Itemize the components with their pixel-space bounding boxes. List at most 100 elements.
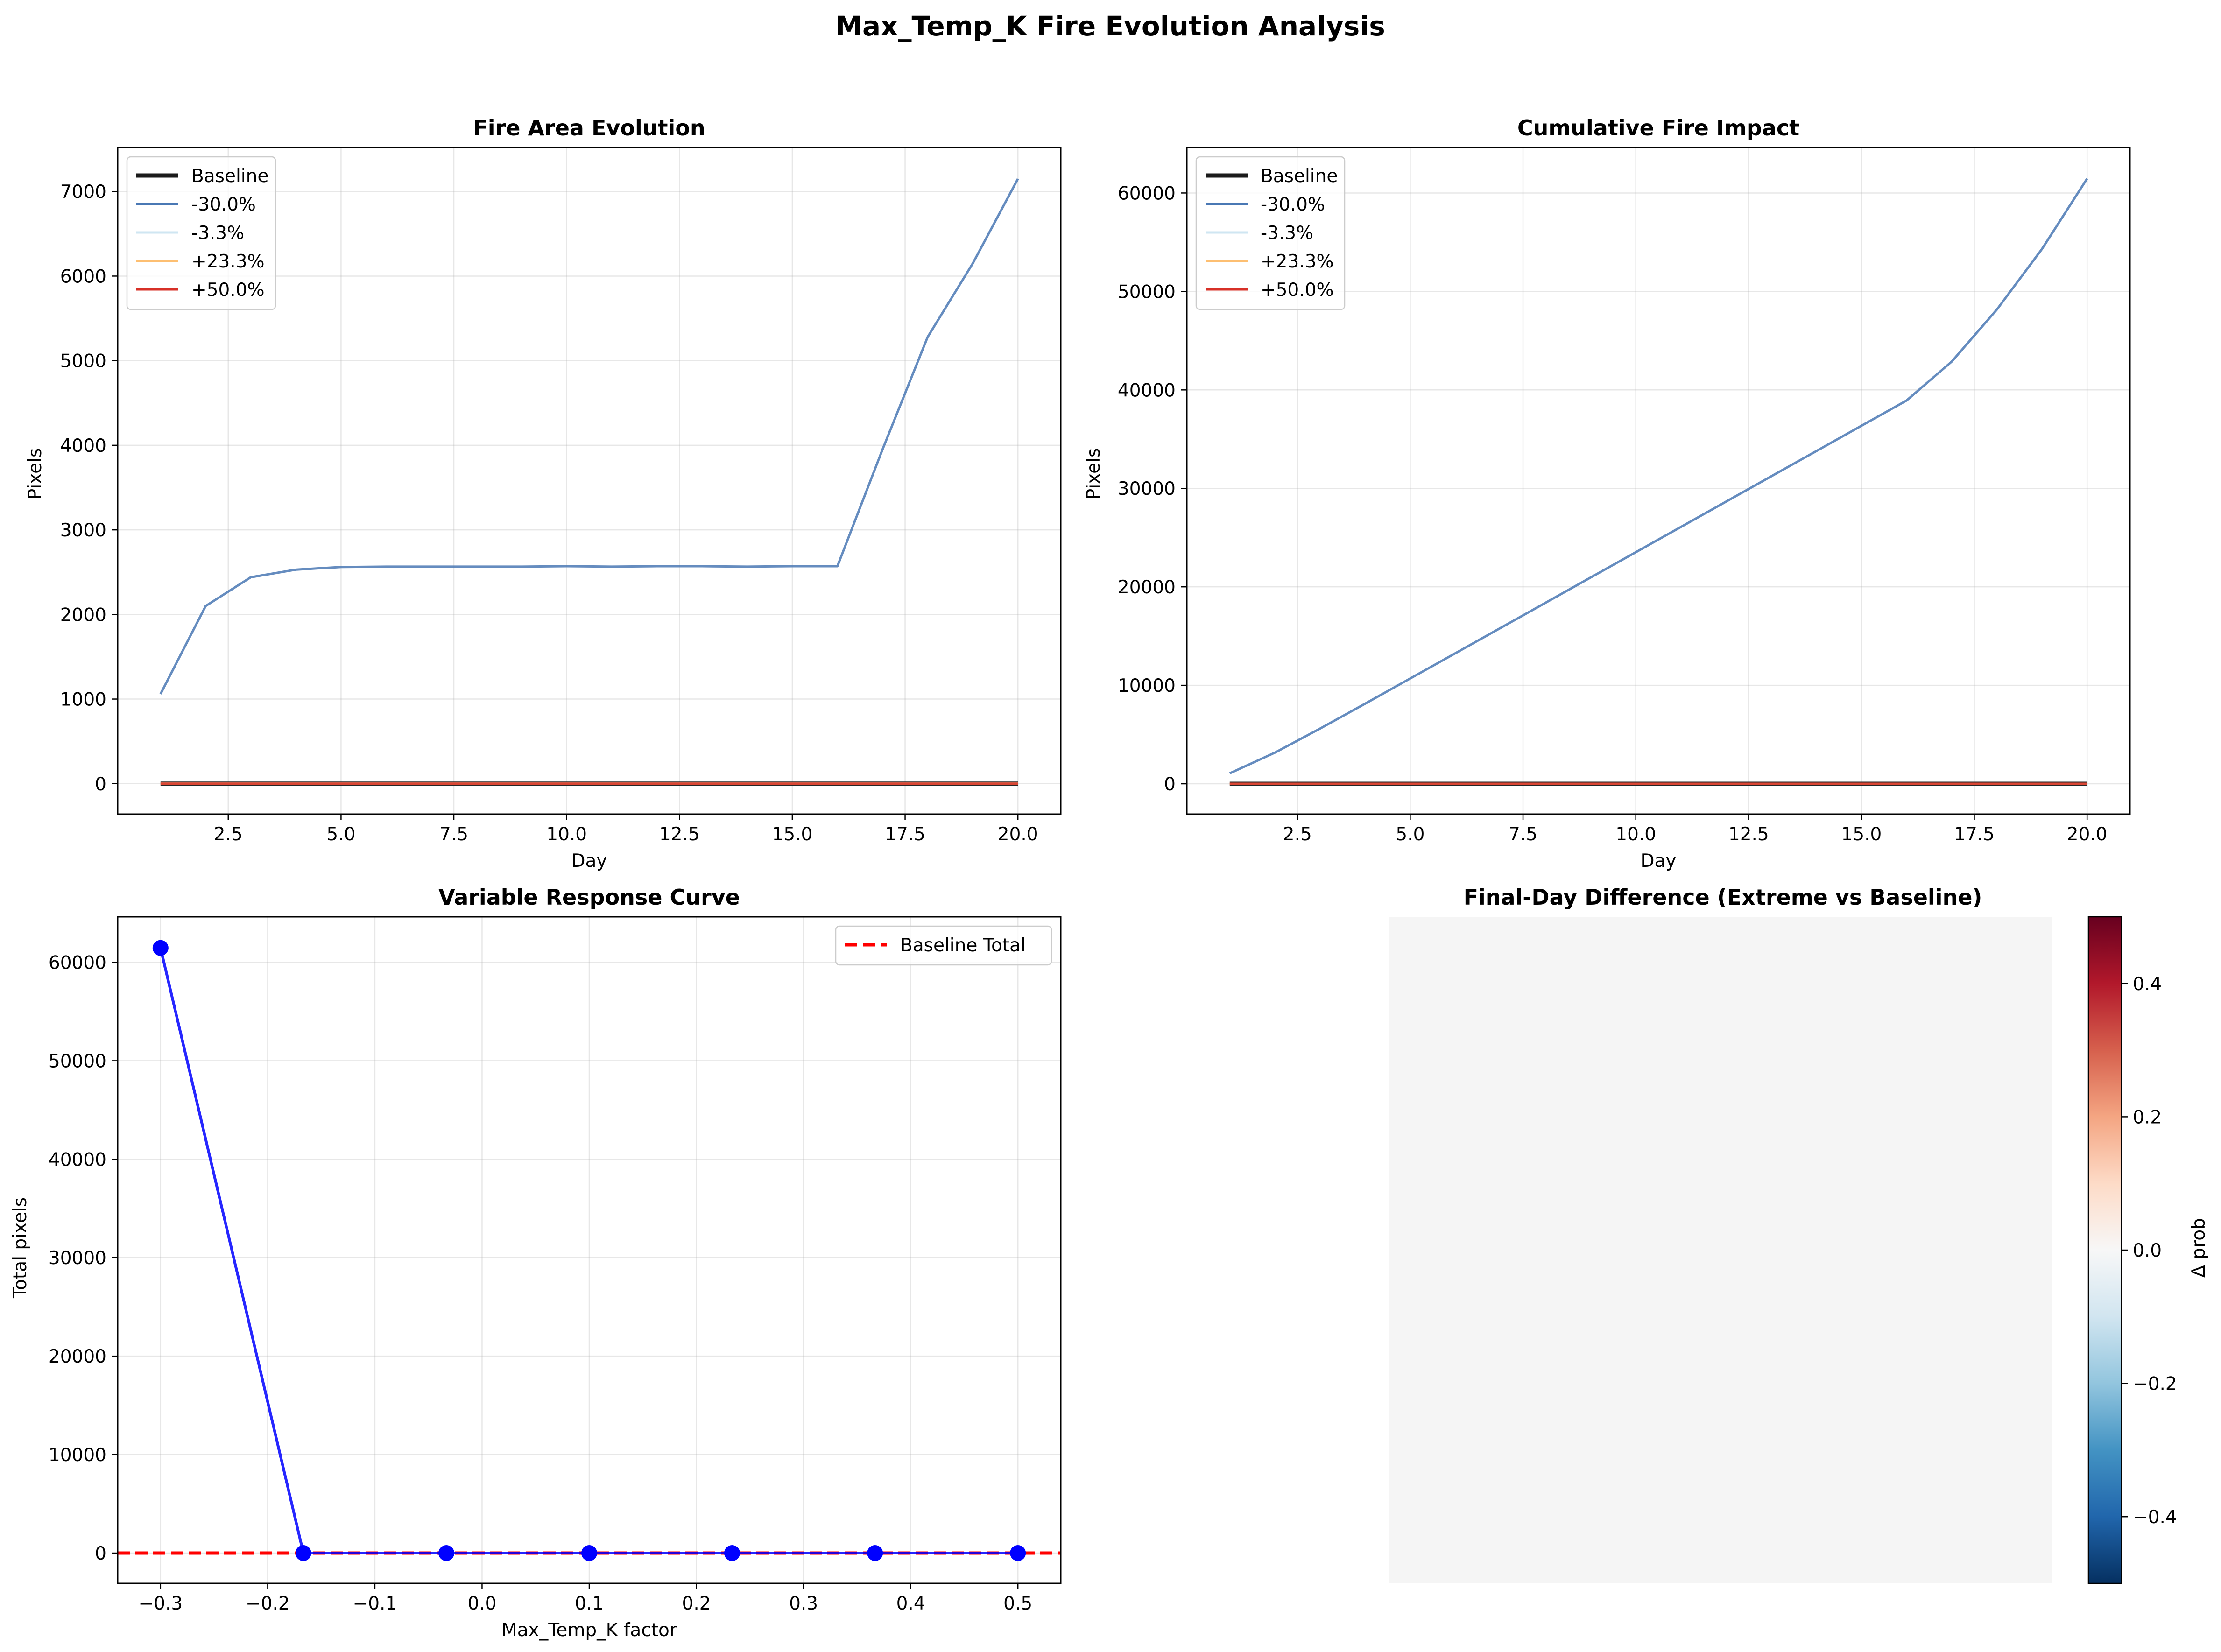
axes-frame — [1186, 147, 2131, 815]
x-tick-label: 12.5 — [659, 824, 700, 845]
cumulative-impact-xlabel: Day — [1640, 851, 1676, 872]
fire-area-xlabel: Day — [571, 851, 607, 872]
legend-label: -3.3% — [1261, 223, 1313, 244]
colorbar — [2087, 916, 2122, 1584]
response-curve-ylabel: Total pixels — [10, 1197, 31, 1299]
axes-frame — [117, 916, 1062, 1584]
x-tick-label: 0.3 — [789, 1593, 818, 1614]
response-curve-xlabel: Max_Temp_K factor — [501, 1620, 677, 1641]
y-tick-label: 5000 — [60, 351, 106, 372]
y-tick-label: 0 — [1164, 774, 1176, 795]
legend-box — [835, 925, 1052, 966]
legend-label: +23.3% — [1261, 251, 1334, 272]
data-point — [1010, 1545, 1026, 1561]
x-tick-label: 5.0 — [326, 824, 355, 845]
y-tick-label: 30000 — [1118, 478, 1176, 499]
legend-label: Baseline — [1261, 166, 1338, 187]
y-tick-label: 7000 — [60, 182, 106, 203]
data-point — [438, 1545, 455, 1561]
x-tick-label: 17.5 — [885, 824, 925, 845]
y-tick-label: 50000 — [1118, 281, 1176, 302]
x-tick-label: 15.0 — [1841, 824, 1882, 845]
series-line--30-0- — [159, 178, 1019, 695]
x-tick-label: 0.0 — [467, 1593, 496, 1614]
figure-title: Max_Temp_K Fire Evolution Analysis — [835, 10, 1385, 42]
x-tick-label: −0.1 — [353, 1593, 397, 1614]
plot-area — [1229, 178, 2088, 786]
y-tick-label: 2000 — [60, 605, 106, 626]
y-tick-label: 20000 — [1118, 577, 1176, 598]
fire-area-title: Fire Area Evolution — [473, 115, 705, 141]
x-tick-label: 20.0 — [2067, 824, 2108, 845]
y-tick-label: 3000 — [60, 520, 106, 541]
legend-box — [126, 156, 276, 310]
y-tick-label: 40000 — [1118, 380, 1176, 401]
fire-area-evolution-plot: Fire Area Evolution Day Pixels 2.5 5.0 7.5… — [25, 115, 1062, 872]
fire-area-ylabel: Pixels — [25, 448, 46, 500]
x-tick-label: 2.5 — [214, 824, 243, 845]
final-day-difference-plot: Final-Day Difference (Extreme vs Baselin… — [1389, 885, 2209, 1584]
legend-label: +50.0% — [1261, 280, 1334, 301]
y-tick-label: 60000 — [1118, 183, 1176, 204]
data-point — [295, 1545, 311, 1561]
legend-label: -30.0% — [191, 194, 256, 215]
variable-response-curve-plot: Variable Response Curve Max_Temp_K facto… — [10, 885, 1062, 1641]
y-tick-label: 50000 — [49, 1051, 106, 1072]
plot-area — [159, 178, 1019, 786]
x-tick-label: 12.5 — [1728, 824, 1769, 845]
x-tick-label: −0.2 — [246, 1593, 290, 1614]
y-tick-label: 6000 — [60, 266, 106, 287]
y-tick-label: 10000 — [1118, 675, 1176, 696]
x-tick-label: 10.0 — [1615, 824, 1656, 845]
legend-label: -3.3% — [191, 223, 244, 244]
legend-label: Baseline Total — [900, 935, 1026, 956]
x-tick-label: 2.5 — [1283, 824, 1312, 845]
final-day-difference-title: Final-Day Difference (Extreme vs Baselin… — [1464, 885, 1982, 910]
response-curve-title: Variable Response Curve — [438, 885, 740, 910]
colorbar-tick-label: 0.4 — [2133, 974, 2162, 995]
cumulative-fire-impact-plot: Cumulative Fire Impact Day Pixels 2.5 5.0… — [1083, 115, 2131, 872]
y-tick-label: 60000 — [49, 952, 106, 973]
difference-heatmap — [1389, 917, 2052, 1583]
data-point — [867, 1545, 883, 1561]
colorbar-tick-label: 0.2 — [2133, 1107, 2162, 1128]
y-tick-label: 20000 — [49, 1346, 106, 1367]
y-tick-label: 1000 — [60, 689, 106, 710]
x-tick-label: −0.3 — [138, 1593, 183, 1614]
x-tick-label: 0.1 — [575, 1593, 604, 1614]
legend: Baseline -30.0% -3.3% +23.3% +50.0% — [126, 156, 276, 310]
x-tick-label: 10.0 — [546, 824, 587, 845]
legend-label: +50.0% — [191, 280, 265, 301]
y-tick-label: 40000 — [49, 1149, 106, 1170]
data-point — [581, 1545, 597, 1561]
x-tick-label: 0.5 — [1003, 1593, 1032, 1614]
x-tick-label: 17.5 — [1954, 824, 1995, 845]
series-line--30-0- — [1229, 178, 2088, 774]
x-tick-label: 20.0 — [998, 824, 1038, 845]
x-tick-label: 5.0 — [1396, 824, 1424, 845]
x-tick-label: 7.5 — [1509, 824, 1537, 845]
x-tick-label: 0.4 — [896, 1593, 925, 1614]
legend-label: Baseline — [191, 166, 268, 187]
x-tick-label: 0.2 — [682, 1593, 711, 1614]
cumulative-impact-ylabel: Pixels — [1083, 448, 1104, 500]
colorbar-label: Δ prob — [2188, 1218, 2209, 1278]
legend: Baseline Total — [835, 925, 1052, 966]
colorbar-tick-label: −0.2 — [2133, 1374, 2177, 1395]
cumulative-impact-title: Cumulative Fire Impact — [1517, 115, 1799, 141]
x-tick-label: 15.0 — [772, 824, 813, 845]
legend: Baseline -30.0% -3.3% +23.3% +50.0% — [1195, 156, 1346, 310]
colorbar-tick-label: −0.4 — [2133, 1507, 2177, 1528]
colorbar-tick-label: 0.0 — [2133, 1240, 2162, 1261]
legend-label: -30.0% — [1261, 194, 1325, 215]
y-tick-label: 0 — [95, 774, 106, 795]
data-point — [724, 1545, 740, 1561]
legend-box — [1195, 156, 1346, 310]
x-tick-label: 7.5 — [439, 824, 468, 845]
y-tick-label: 30000 — [49, 1248, 106, 1269]
data-point — [152, 940, 169, 956]
y-tick-label: 4000 — [60, 436, 106, 457]
axes-frame — [117, 147, 1062, 815]
legend-label: +23.3% — [191, 251, 265, 272]
